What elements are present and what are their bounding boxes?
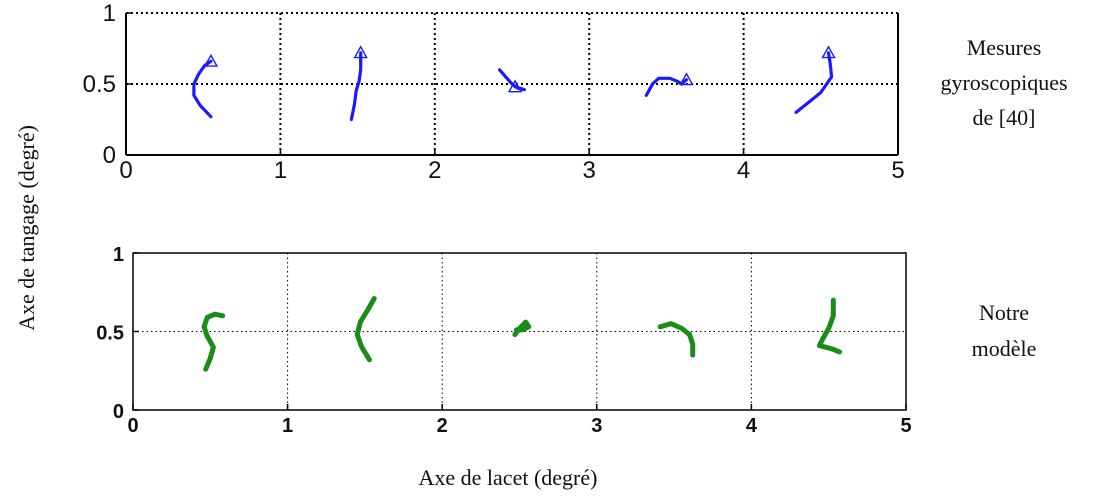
- y-axis-label: Axe de tangage (degré): [14, 125, 39, 331]
- model-ytick-label-1: 0.5: [96, 323, 124, 345]
- model-series: [201, 296, 842, 372]
- gyro-trace-4: [644, 76, 689, 97]
- model-xtick-label-1: 1: [282, 415, 293, 437]
- gyro-side-label-line-3: de [40]: [973, 105, 1036, 130]
- gyro-xtick-label-2: 2: [428, 157, 441, 184]
- gyro-xtick-label-3: 3: [583, 157, 596, 184]
- gyro-trace-5: [794, 51, 834, 114]
- model-ticks: 0 1 2 3 4 5 0 0.5 1: [96, 244, 911, 437]
- model-side-label-line-1: Notre: [979, 300, 1029, 325]
- model-xtick-label-0: 0: [127, 415, 138, 437]
- gyro-side-label-line-1: Mesures: [967, 35, 1042, 60]
- gyro-ytick-label-1: 0.5: [83, 71, 116, 98]
- model-trace-1: [201, 311, 226, 372]
- gyro-trace-end-marker-3: [507, 79, 523, 93]
- gyro-series: [192, 45, 836, 122]
- gyro-trace-end-marker-1: [203, 53, 219, 67]
- gyro-ytick-label-0: 0: [103, 142, 116, 169]
- model-ytick-label-0: 0: [113, 401, 124, 423]
- gyro-xtick-label-1: 1: [274, 157, 287, 184]
- model-xtick-label-2: 2: [437, 415, 448, 437]
- gyro-trace-2: [349, 51, 363, 122]
- gyro-trace-end-marker-4: [679, 72, 694, 86]
- gyro-ytick-label-2: 1: [103, 0, 116, 27]
- gyro-trace-3: [498, 68, 526, 92]
- model-xtick-label-5: 5: [900, 415, 911, 437]
- x-axis-label: Axe de lacet (degré): [419, 465, 598, 490]
- gyro-xtick-label-5: 5: [891, 157, 904, 184]
- gyro-xtick-label-4: 4: [737, 157, 750, 184]
- gyro-trace-end-marker-5: [821, 45, 836, 59]
- model-trace-4: [657, 321, 696, 358]
- model-trace-3: [512, 319, 532, 338]
- model-trace-2: [354, 296, 377, 363]
- model-xtick-label-4: 4: [746, 415, 758, 437]
- gyro-trace-end-marker-2: [353, 45, 368, 59]
- model-trace-5: [816, 297, 842, 355]
- gyro-ticks: 0 1 2 3 4 5 0 0.5 1: [83, 0, 905, 184]
- model-panel: 0 1 2 3 4 5 0 0.5 1 Notre modèle: [96, 244, 1036, 437]
- model-side-label-line-2: modèle: [972, 336, 1037, 361]
- gyro-panel: 0 1 2 3 4 5 0 0.5 1 Mesures gyroscopiques de [40…: [83, 0, 1068, 184]
- model-xtick-label-3: 3: [591, 415, 602, 437]
- gyro-xtick-label-0: 0: [119, 157, 132, 184]
- gyro-side-label-line-2: gyroscopiques: [940, 70, 1067, 95]
- gyro-trace-1: [192, 59, 213, 119]
- model-grid: [133, 253, 906, 410]
- model-ytick-label-2: 1: [113, 244, 124, 266]
